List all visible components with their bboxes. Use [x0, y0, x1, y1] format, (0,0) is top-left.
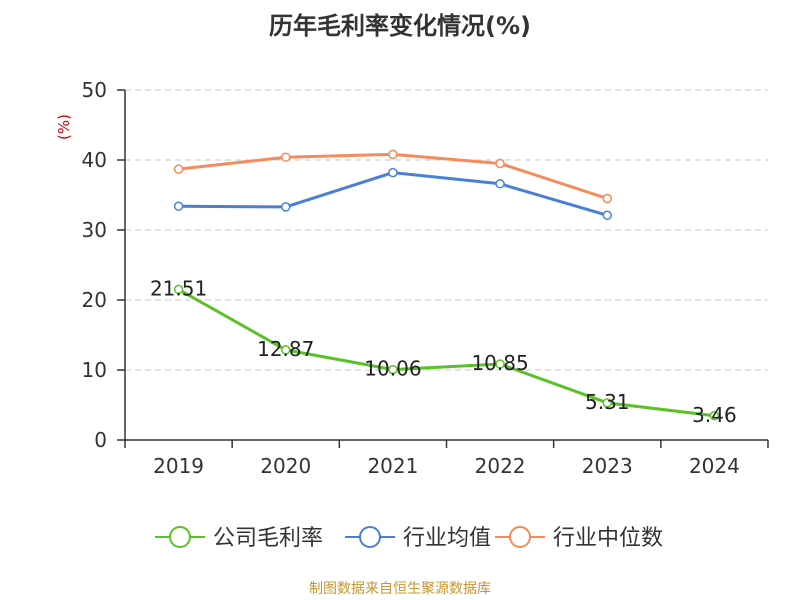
y-tick-label: 10: [82, 358, 107, 382]
data-point: [388, 149, 398, 160]
chart-title: 历年毛利率变化情况(%): [269, 12, 531, 40]
legend-label: 行业均值: [403, 526, 491, 551]
data-label: 5.31: [585, 390, 630, 414]
y-tick-label: 30: [82, 218, 107, 242]
x-tick-label: 2021: [367, 454, 418, 478]
data-point: [602, 193, 612, 204]
data-point: [495, 359, 505, 369]
y-tick-label: 40: [82, 148, 107, 172]
data-label: 10.06: [364, 357, 421, 381]
data-label: 3.46: [692, 403, 737, 427]
data-point: [495, 158, 505, 169]
series-line-1: [177, 288, 715, 418]
legend-marker: [169, 526, 191, 548]
x-tick-label: 2022: [475, 454, 526, 478]
data-point: [495, 179, 505, 189]
data-point: [388, 364, 398, 375]
data-point: [602, 210, 612, 221]
data-point: [173, 164, 184, 174]
legend-label: 行业中位数: [553, 526, 663, 551]
legend-marker: [359, 526, 381, 548]
data-point: [173, 201, 184, 211]
y-axis-title: (%): [55, 114, 73, 140]
data-point: [602, 398, 612, 408]
data-point: [388, 167, 398, 178]
data-point: [281, 152, 291, 162]
data-point: [281, 202, 291, 212]
data-label: 21.51: [150, 276, 207, 300]
y-tick-label: 50: [82, 78, 107, 102]
x-tick-label: 2020: [260, 454, 311, 478]
legend-marker: [509, 526, 531, 548]
y-tick-label: 0: [94, 428, 107, 452]
data-label: 12.87: [257, 337, 314, 361]
x-tick-label: 2023: [582, 454, 633, 478]
legend-label: 公司毛利率: [213, 526, 323, 551]
data-point: [709, 411, 720, 421]
x-tick-label: 2019: [153, 454, 204, 478]
data-point: [173, 284, 184, 295]
data-point: [281, 345, 291, 355]
source-note: 制图数据来自恒生聚源数据库: [309, 581, 491, 597]
data-label: 10.85: [471, 351, 528, 375]
y-tick-label: 20: [82, 288, 107, 312]
x-tick-label: 2024: [689, 454, 740, 478]
